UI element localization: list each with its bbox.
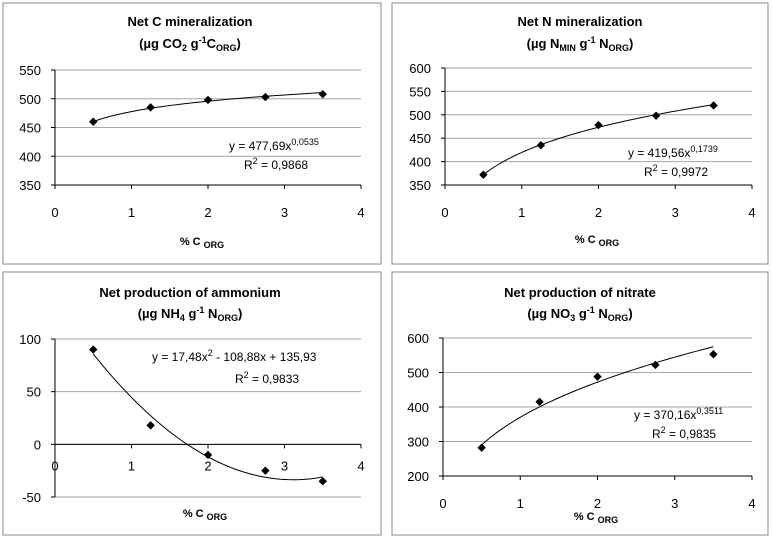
data-point	[709, 101, 718, 110]
data-point	[203, 95, 213, 105]
x-tick-label: 3	[281, 205, 288, 220]
panel-border	[391, 271, 769, 536]
chart-title: Net N mineralization	[518, 14, 643, 29]
y-tick-label: 200	[407, 469, 429, 484]
x-tick-labels: 0 1 2 3 4	[441, 185, 756, 220]
x-tick-label: 1	[517, 496, 524, 511]
y-tick-labels: 350 400 450 500 550 600	[409, 61, 445, 193]
chart-subtitle: (µg CO2 g-1CORG)	[139, 35, 241, 53]
y-tick-label: 400	[409, 155, 431, 170]
panel-border	[391, 2, 769, 265]
r-squared-label: R2 = 0,9868	[244, 156, 308, 172]
data-points	[89, 345, 327, 486]
x-tick-label: 2	[595, 205, 602, 220]
y-tick-labels: 200 300 400 500 600	[407, 331, 443, 484]
chart-panel-c-mineralization: Net C mineralization (µg CO2 g-1CORG) 35…	[2, 2, 382, 265]
chart-subtitle: (µg NH4 g-1 NORG)	[138, 305, 243, 323]
data-point	[651, 111, 661, 120]
chart-panel-nitrate: Net production of nitrate (µg NO3 g-1 NO…	[391, 271, 769, 536]
y-tick-labels: -50 0 50 100	[19, 332, 55, 505]
data-point	[318, 477, 327, 486]
y-tick-label: 400	[19, 149, 41, 164]
data-point	[261, 92, 270, 102]
x-tick-label: 0	[51, 205, 58, 220]
data-points	[89, 89, 327, 126]
chart-subtitle: (µg NMIN g-1 NORG)	[527, 35, 634, 53]
chart-panel-n-mineralization: Net N mineralization (µg NMIN g-1 NORG) …	[391, 2, 769, 265]
y-tick-label: 350	[19, 178, 41, 193]
x-tick-label: 1	[128, 205, 135, 220]
y-tick-label: 450	[409, 131, 431, 146]
x-tick-label: 1	[518, 205, 525, 220]
y-tick-label: 0	[34, 437, 41, 452]
x-axis-label: % C ORG	[180, 236, 224, 250]
chart-subtitle: (µg NO3 g-1 NORG)	[527, 305, 632, 323]
data-points	[477, 350, 718, 452]
y-tick-label: 50	[27, 385, 41, 400]
data-point	[594, 120, 603, 130]
chart-panel-ammonium: Net production of ammonium (µg NH4 g-1 N…	[2, 271, 382, 536]
y-tick-label: 550	[19, 63, 41, 78]
x-tick-label: 0	[51, 458, 58, 473]
r-squared-label: R2 = 0,9833	[235, 370, 299, 386]
y-tick-label: 600	[409, 61, 431, 76]
data-point	[318, 89, 327, 99]
x-tick-label: 3	[672, 205, 679, 220]
r-squared-label: R2 = 0,9972	[644, 163, 708, 179]
y-tick-label: 550	[409, 84, 431, 99]
panel-border	[2, 271, 382, 536]
trendline	[481, 346, 714, 446]
y-tick-label: 450	[19, 121, 41, 136]
x-tick-label: 4	[357, 205, 364, 220]
data-point	[89, 117, 98, 126]
data-point	[536, 141, 546, 150]
x-tick-label: 1	[128, 458, 135, 473]
data-point	[261, 466, 270, 475]
data-point	[479, 170, 488, 179]
y-tick-label: 350	[409, 178, 431, 193]
chart-title: Net production of nitrate	[504, 285, 656, 300]
data-point	[89, 345, 98, 354]
y-tick-label: 500	[19, 92, 41, 107]
x-axis-label: % C ORG	[183, 508, 227, 522]
x-tick-label: 4	[748, 205, 755, 220]
x-tick-label: 0	[441, 205, 448, 220]
data-point	[146, 421, 155, 430]
chart-title: Net C mineralization	[128, 14, 253, 29]
x-tick-labels: 0 1 2 3 4	[51, 185, 365, 220]
x-axis-label: % C ORG	[574, 511, 618, 525]
y-tick-label: 500	[407, 366, 429, 381]
y-tick-label: 300	[407, 435, 429, 450]
y-tick-labels: 350 400 450 500 550	[19, 63, 55, 193]
trendline-equation: y = 17,48x2 - 108,88x + 135,93	[152, 348, 317, 364]
x-tick-label: 3	[281, 458, 288, 473]
x-tick-label: 4	[357, 458, 364, 473]
data-point	[203, 450, 213, 460]
data-point	[535, 397, 544, 407]
y-tick-label: 600	[407, 331, 429, 346]
data-point	[709, 350, 718, 359]
x-tick-label: 3	[671, 496, 678, 511]
chart-title: Net production of ammonium	[99, 285, 280, 300]
y-tick-label: 400	[407, 400, 429, 415]
panel-border	[2, 2, 382, 265]
x-tick-label: 0	[439, 496, 446, 511]
data-point	[651, 360, 660, 370]
y-tick-label: 100	[19, 332, 41, 347]
r-squared-label: R2 = 0,9835	[652, 425, 716, 441]
data-point	[477, 443, 486, 452]
x-tick-label: 2	[204, 458, 211, 473]
x-tick-labels: 0 1 2 3 4	[439, 476, 756, 511]
y-tick-label: 500	[409, 108, 431, 123]
x-tick-labels: 0 1 2 3 4	[51, 444, 365, 473]
x-tick-label: 2	[594, 496, 601, 511]
x-tick-label: 2	[204, 205, 211, 220]
data-points	[479, 101, 718, 179]
data-point	[593, 372, 602, 381]
x-tick-label: 4	[748, 496, 755, 511]
data-point	[146, 103, 155, 112]
y-tick-label: -50	[22, 490, 41, 505]
x-axis-label: % C ORG	[575, 234, 619, 248]
